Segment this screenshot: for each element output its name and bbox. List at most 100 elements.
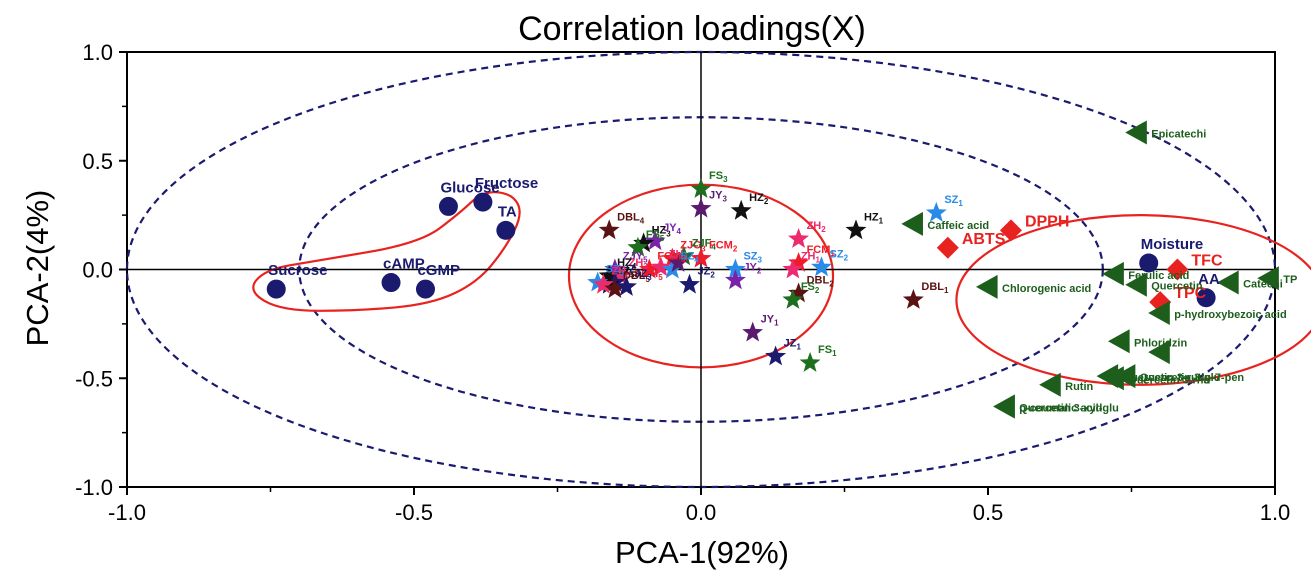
circle-marker: [438, 196, 458, 216]
star-marker: [667, 252, 689, 272]
point-label: DBL2: [807, 274, 835, 288]
x-tick-label: -0.5: [395, 500, 433, 525]
circle-marker: [381, 273, 401, 293]
point-label: JZ2: [698, 266, 716, 280]
triangle-marker: [976, 274, 998, 299]
star-marker: [627, 236, 649, 257]
point-label: Caffeic acid: [927, 220, 989, 232]
point-label: Phloridzin: [1134, 337, 1187, 349]
circle-marker: [473, 192, 493, 212]
point-label: FS3: [709, 170, 728, 184]
star-marker: [690, 197, 712, 218]
triangle-marker: [993, 394, 1015, 419]
point-label: TA: [498, 203, 517, 220]
star-marker: [604, 258, 626, 279]
star-marker: [845, 219, 867, 240]
star-marker: [610, 265, 632, 285]
point-label: Glucose: [440, 179, 499, 196]
x-axis-ticks: -1.0 -0.5 0.0 0.5 1.0: [108, 487, 1290, 525]
star-marker: [661, 258, 683, 279]
point-label: SZ4: [680, 251, 699, 265]
point-label: DBL5: [623, 270, 651, 284]
y-tick-label: 1.0: [82, 40, 113, 65]
star-marker: [598, 219, 620, 240]
y-tick-label: 0.0: [82, 258, 113, 283]
x-tick-label: 0.0: [686, 500, 717, 525]
star-marker: [661, 247, 683, 268]
x-tick-label: -1.0: [108, 500, 146, 525]
point-label: Catechi: [1243, 279, 1283, 291]
star-marker: [799, 352, 821, 372]
group-outline: [955, 214, 1311, 386]
star-marker: [615, 275, 637, 296]
triangle-marker: [1102, 261, 1124, 286]
point-label: Sucrose: [268, 262, 327, 279]
point-label: FCM5: [634, 268, 663, 282]
point-label: TFC: [1191, 253, 1223, 270]
star-marker: [644, 230, 666, 251]
point-label: Epicatechi: [1151, 128, 1206, 140]
triangle-marker: [1102, 366, 1124, 391]
point-label: Moisture: [1141, 236, 1204, 253]
point-label: cGMP: [417, 262, 460, 279]
y-tick-label: -0.5: [75, 366, 113, 391]
point-label: ZJY5: [623, 251, 648, 265]
circle-marker: [496, 220, 516, 240]
point-label: SZ2: [830, 248, 849, 262]
point-label: p-coumalic acid: [1019, 403, 1102, 415]
x-tick-label: 1.0: [1260, 500, 1291, 525]
star-marker: [782, 289, 804, 309]
star-marker: [673, 245, 695, 266]
point-label: TPC: [1174, 285, 1206, 302]
star-marker: [742, 321, 764, 342]
star-marker: [593, 273, 614, 294]
point-label: Fructose: [475, 175, 538, 192]
star-marker: [902, 289, 924, 309]
point-label: HZ1: [864, 211, 884, 225]
group-outline: [252, 191, 521, 312]
y-tick-label: -1.0: [75, 475, 113, 500]
star-marker: [788, 252, 809, 272]
point-label: Quercetin 3-rha: [1128, 374, 1210, 386]
point-label: Chlorogenic acid: [1002, 283, 1091, 295]
triangle-marker: [1217, 270, 1239, 295]
triangle-marker: [1039, 372, 1061, 397]
star-marker: [811, 256, 832, 277]
point-label: cAMP: [383, 256, 425, 273]
point-label: ZH2: [807, 220, 827, 234]
chart-title: Correlation loadings(X): [518, 10, 866, 48]
star-marker: [765, 345, 787, 366]
triangle-marker: [1257, 266, 1279, 291]
point-label: FS1: [818, 344, 837, 358]
x-tick-label: 0.5: [973, 500, 1004, 525]
triangle-marker: [1125, 272, 1147, 297]
star-marker: [725, 269, 746, 290]
star-marker: [604, 278, 626, 298]
point-label: Quercetin 3-xyl-glu: [1019, 403, 1119, 415]
star-marker: [925, 201, 947, 222]
point-label: HZ2: [749, 192, 769, 206]
diamond-marker: [936, 236, 959, 259]
circle-marker: [1196, 288, 1216, 308]
diamond-marker: [999, 219, 1022, 242]
point-label: Quercetin 3-glu: [1140, 372, 1221, 384]
point-label: TP: [1283, 274, 1297, 286]
zero-reference-lines: [127, 52, 1275, 487]
star-marker: [690, 178, 712, 198]
star-marker: [650, 256, 672, 277]
point-label: p-hydroxybezoic acid: [1174, 309, 1286, 321]
star-marker: [725, 258, 746, 279]
triangle-marker: [1125, 120, 1147, 145]
triangle-marker: [901, 211, 923, 236]
x-axis-title: PCA-1(92%): [615, 535, 789, 570]
data-points: [266, 120, 1279, 419]
point-label: DBL4: [617, 211, 645, 225]
point-label: AA: [1198, 271, 1220, 288]
point-label: Ferulic acid: [1128, 270, 1189, 282]
triangle-marker: [1108, 329, 1130, 354]
point-label: SZ1: [944, 194, 963, 208]
circle-marker: [266, 279, 286, 299]
point-label: ZJC3: [680, 240, 706, 254]
circle-marker: [1139, 253, 1159, 273]
